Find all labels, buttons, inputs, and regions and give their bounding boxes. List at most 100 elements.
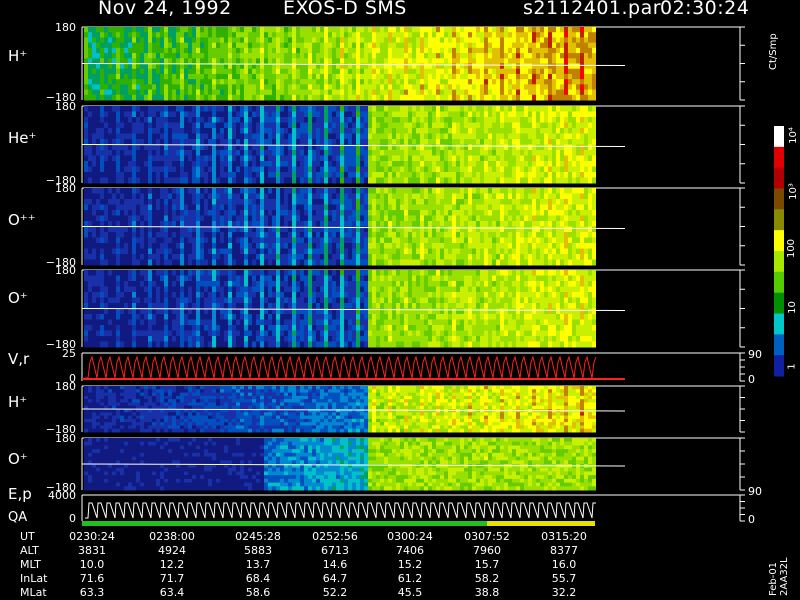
heatmap-cell: [412, 155, 416, 162]
heatmap-cell: [440, 133, 444, 140]
heatmap-cell: [316, 199, 320, 205]
heatmap-cell: [228, 232, 232, 238]
heatmap-cell: [444, 84, 448, 91]
heatmap-cell: [92, 63, 96, 70]
heatmap-cell: [88, 210, 92, 216]
heatmap-cell: [216, 63, 220, 70]
heatmap-cell: [388, 144, 392, 151]
heatmap-cell: [564, 133, 568, 140]
heatmap-cell: [444, 79, 448, 85]
heatmap-cell: [556, 79, 560, 85]
heatmap-cell: [492, 42, 496, 49]
heatmap-cell: [440, 94, 444, 101]
heatmap-cell: [272, 254, 276, 260]
heatmap-cell: [152, 68, 156, 75]
heatmap-cell: [100, 232, 104, 238]
heatmap-cell: [408, 210, 412, 216]
heatmap-cell: [116, 79, 120, 85]
heatmap-cell: [328, 89, 332, 96]
heatmap-cell: [204, 221, 208, 227]
heatmap-cell: [140, 94, 144, 101]
heatmap-cell: [320, 221, 324, 227]
heatmap-cell: [352, 47, 356, 54]
heatmap-cell: [572, 166, 576, 173]
heatmap-cell: [472, 94, 476, 101]
heatmap-cell: [404, 161, 408, 167]
heatmap-cell: [260, 193, 264, 200]
heatmap-cell: [396, 172, 400, 178]
heatmap-cell: [320, 204, 324, 211]
heatmap-cell: [560, 161, 564, 167]
heatmap-cell: [344, 32, 348, 38]
heatmap-cell: [180, 133, 184, 140]
heatmap-cell: [240, 68, 244, 75]
heatmap-cell: [124, 226, 128, 233]
heatmap-cell: [208, 243, 212, 249]
heatmap-cell: [408, 139, 412, 145]
heatmap-cell: [412, 226, 416, 233]
heatmap-cell: [536, 166, 540, 173]
heatmap-cell: [328, 254, 332, 260]
heatmap-cell: [116, 73, 120, 80]
heatmap-cell: [248, 210, 252, 216]
heatmap-cell: [508, 79, 512, 85]
heatmap-cell: [420, 32, 424, 38]
heatmap-cell: [300, 232, 304, 238]
heatmap-cell: [544, 172, 548, 178]
heatmap-cell: [248, 117, 252, 123]
heatmap-cell: [468, 172, 472, 178]
heatmap-cell: [428, 32, 432, 38]
heatmap-cell: [340, 161, 344, 167]
heatmap-cell: [216, 232, 220, 238]
heatmap-cell: [148, 161, 152, 167]
heatmap-cell: [328, 63, 332, 70]
heatmap-cell: [284, 199, 288, 205]
heatmap-cell: [100, 32, 104, 38]
heatmap-cell: [528, 94, 532, 101]
heatmap-cell: [344, 42, 348, 49]
heatmap-cell: [104, 144, 108, 151]
heatmap-cell: [188, 68, 192, 75]
heatmap-cell: [424, 73, 428, 80]
heatmap-cell: [408, 215, 412, 222]
heatmap-cell: [368, 73, 372, 80]
heatmap-cell: [476, 79, 480, 85]
heatmap-cell: [212, 68, 216, 75]
heatmap-cell: [180, 47, 184, 54]
heatmap-cell: [340, 122, 344, 129]
heatmap-cell: [360, 188, 364, 194]
heatmap-cell: [532, 133, 536, 140]
heatmap-cell: [96, 42, 100, 49]
heatmap-cell: [416, 172, 420, 178]
heatmap-cell: [368, 161, 372, 167]
heatmap-cell: [588, 128, 592, 134]
heatmap-cell: [184, 128, 188, 134]
heatmap-cell: [204, 79, 208, 85]
heatmap-cell: [372, 94, 376, 101]
heatmap-cell: [204, 133, 208, 140]
heatmap-cell: [452, 166, 456, 173]
heatmap-cell: [456, 215, 460, 222]
heatmap-cell: [88, 172, 92, 178]
heatmap-cell: [212, 144, 216, 151]
heatmap-cell: [580, 139, 584, 145]
heatmap-cell: [184, 248, 188, 255]
heatmap-cell: [212, 63, 216, 70]
heatmap-cell: [344, 63, 348, 70]
heatmap-cell: [576, 150, 580, 156]
heatmap-cell: [536, 73, 540, 80]
heatmap-cell: [208, 106, 212, 112]
heatmap-cell: [224, 150, 228, 156]
heatmap-cell: [196, 243, 200, 249]
heatmap-cell: [332, 89, 336, 96]
heatmap-cell: [368, 221, 372, 227]
heatmap-cell: [552, 47, 556, 54]
heatmap-cell: [416, 221, 420, 227]
heatmap-cell: [264, 47, 268, 54]
heatmap-cell: [128, 53, 132, 59]
heatmap-cell: [104, 161, 108, 167]
heatmap-cell: [436, 248, 440, 255]
heatmap-cell: [268, 63, 272, 70]
heatmap-cell: [288, 161, 292, 167]
